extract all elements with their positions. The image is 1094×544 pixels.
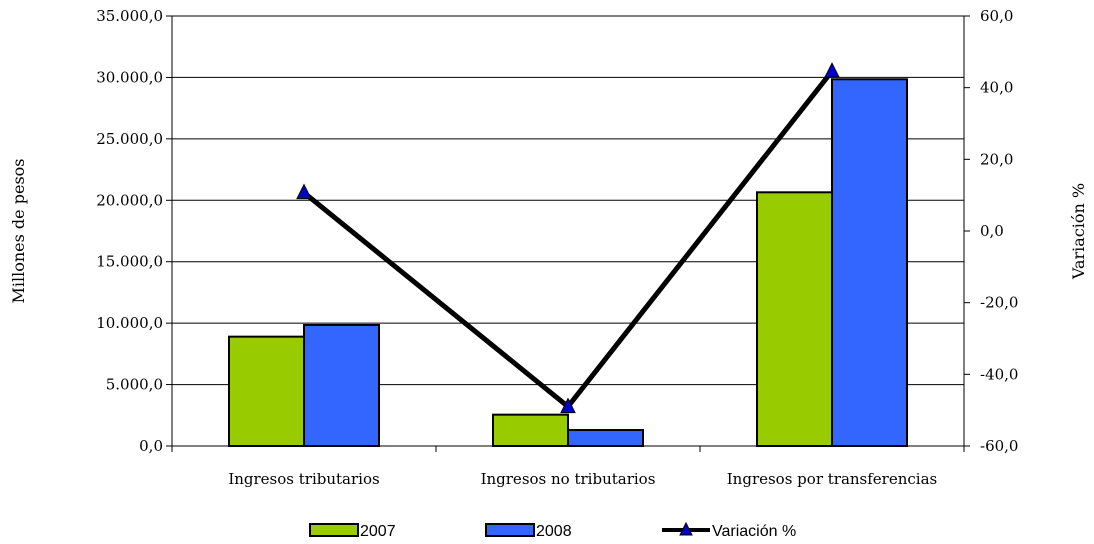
y-tick-label: 5.000,0 [106, 376, 163, 394]
y-tick-label: 10.000,0 [96, 314, 163, 332]
legend-marker-variacion [679, 521, 693, 536]
y2-tick-label: -40,0 [980, 365, 1018, 383]
y-tick-label: 0,0 [139, 437, 163, 455]
x-tick-label: Ingresos por transferencias [727, 470, 937, 488]
bar-2007-1 [492, 413, 569, 447]
y-tick-label: 20.000,0 [96, 191, 163, 209]
legend-label-2007: 2007 [360, 523, 396, 540]
bar-2008-0 [303, 323, 380, 447]
legend-label-variacion: Variación % [712, 523, 796, 540]
y2-tick-label: 20,0 [980, 150, 1013, 168]
x-axis: Ingresos tributarios Ingresos no tributar… [171, 446, 965, 488]
y2-tick-label: -20,0 [980, 294, 1018, 312]
y2-tick-label: -60,0 [980, 437, 1018, 455]
legend-swatch-2007 [309, 523, 359, 537]
left-axis: 0,0 5.000,0 10.000,0 15.000,0 20.000,0 25.000… [96, 7, 172, 455]
bar-2008-1 [567, 429, 644, 447]
variation-marker-0 [296, 183, 312, 200]
right-axis: -60,0 -40,0 -20,0 0,0 20,0 40,0 60,0 [964, 7, 1018, 455]
variation-marker-2 [824, 62, 840, 78]
bar-2008-2 [831, 78, 908, 448]
y2-tick-label: 60,0 [980, 7, 1013, 25]
variation-line-path [302, 69, 834, 411]
legend-label-2008: 2008 [536, 523, 572, 540]
legend: 2007 2008 Variación % [309, 521, 796, 540]
bar-2007-0 [228, 335, 305, 447]
variation-marker-1 [560, 397, 576, 414]
variation-line [296, 62, 840, 414]
legend-swatch-2008 [485, 523, 535, 537]
y-tick-label: 35.000,0 [96, 7, 163, 25]
bar-2007-2 [756, 191, 833, 447]
y-tick-label: 30.000,0 [96, 68, 163, 86]
y-tick-label: 25.000,0 [96, 130, 163, 148]
y2-tick-label: 40,0 [980, 79, 1013, 97]
x-tick-label: Ingresos no tributarios [481, 470, 656, 488]
y-tick-label: 15.000,0 [96, 253, 163, 271]
x-tick-label: Ingresos tributarios [228, 470, 379, 488]
y2-axis-title: Variación % [1069, 183, 1088, 280]
y2-tick-label: 0,0 [980, 222, 1004, 240]
y-axis-title: Millones de pesos [9, 159, 28, 304]
bars [228, 78, 908, 448]
